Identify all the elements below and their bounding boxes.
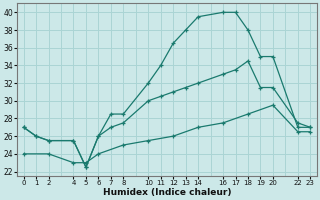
X-axis label: Humidex (Indice chaleur): Humidex (Indice chaleur) — [103, 188, 231, 197]
